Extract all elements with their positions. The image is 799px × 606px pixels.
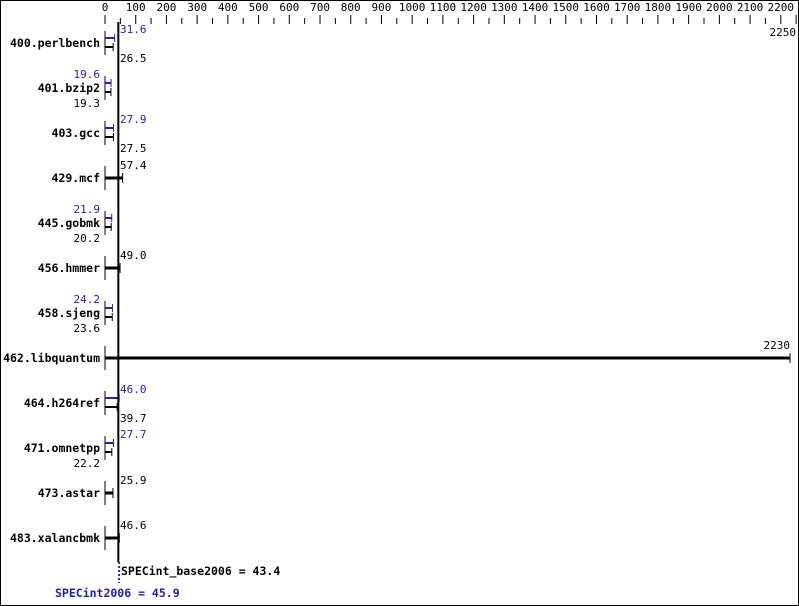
base-value-label: 25.9 [120, 474, 147, 487]
base-value-label: 19.3 [74, 97, 101, 110]
peak-value-label: 27.9 [120, 113, 147, 126]
benchmark-label: 400.perlbench [10, 36, 100, 50]
benchmark-label: 445.gobmk [38, 216, 100, 230]
x-tick-label: 2000 [706, 1, 733, 14]
base-value-label: 22.2 [74, 457, 101, 470]
peak-mean-label: SPECint2006 = 45.9 [55, 586, 180, 600]
base-mean-label: SPECint_base2006 = 43.4 [121, 564, 280, 579]
x-tick-label: 700 [310, 1, 330, 14]
base-value-label: 20.2 [74, 232, 101, 245]
peak-value-label: 21.9 [74, 203, 101, 216]
x-tick-label: 1700 [614, 1, 641, 14]
base-bar [105, 356, 790, 360]
benchmark-label: 429.mcf [52, 171, 101, 185]
benchmark-label: 462.libquantum [3, 351, 100, 365]
x-tick-label: 1800 [645, 1, 672, 14]
x-tick-label: 0 [102, 1, 109, 14]
x-tick-label: 1200 [460, 1, 487, 14]
benchmark-label: 473.astar [38, 486, 100, 500]
base-value-label: 2230 [764, 339, 791, 352]
base-value-label: 57.4 [120, 159, 147, 172]
benchmark-label: 464.h264ref [24, 396, 100, 410]
base-value-label: 23.6 [74, 322, 101, 335]
x-tick-label: 800 [341, 1, 361, 14]
x-tick-label: 600 [279, 1, 299, 14]
x-tick-label: 300 [187, 1, 207, 14]
x-tick-label: 1000 [399, 1, 426, 14]
peak-value-label: 24.2 [74, 293, 101, 306]
peak-value-label: 46.0 [120, 383, 147, 396]
benchmark-label: 471.omnetpp [24, 441, 100, 455]
benchmark-label: 483.xalancbmk [10, 531, 100, 545]
x-tick-label: 1600 [583, 1, 610, 14]
benchmark-label: 458.sjeng [38, 306, 100, 320]
x-tick-label: 2250 [770, 26, 797, 39]
base-value-label: 49.0 [120, 249, 147, 262]
x-tick-label: 1900 [675, 1, 702, 14]
x-tick-label: 1500 [553, 1, 580, 14]
base-value-label: 39.7 [120, 412, 147, 425]
base-bar [105, 266, 121, 270]
benchmark-label: 403.gcc [52, 126, 100, 140]
benchmark-label: 401.bzip2 [38, 81, 100, 95]
x-tick-label: 2100 [737, 1, 764, 14]
x-tick-label: 1100 [430, 1, 457, 14]
base-bar [105, 176, 123, 180]
x-tick-label: 1300 [491, 1, 518, 14]
base-value-label: 46.6 [120, 519, 147, 532]
base-value-label: 26.5 [120, 52, 147, 65]
base-bar [105, 536, 120, 540]
x-tick-label: 2200 [768, 1, 795, 14]
peak-value-label: 19.6 [74, 68, 101, 81]
x-tick-label: 1400 [522, 1, 549, 14]
x-tick-label: 500 [249, 1, 269, 14]
base-bar [105, 491, 113, 495]
base-value-label: 27.5 [120, 142, 147, 155]
x-tick-label: 100 [126, 1, 146, 14]
x-tick-label: 200 [156, 1, 176, 14]
x-tick-label: 900 [372, 1, 392, 14]
peak-value-label: 31.6 [120, 23, 147, 36]
x-tick-label: 400 [218, 1, 238, 14]
benchmark-label: 456.hmmer [38, 261, 100, 275]
peak-value-label: 27.7 [120, 428, 147, 441]
